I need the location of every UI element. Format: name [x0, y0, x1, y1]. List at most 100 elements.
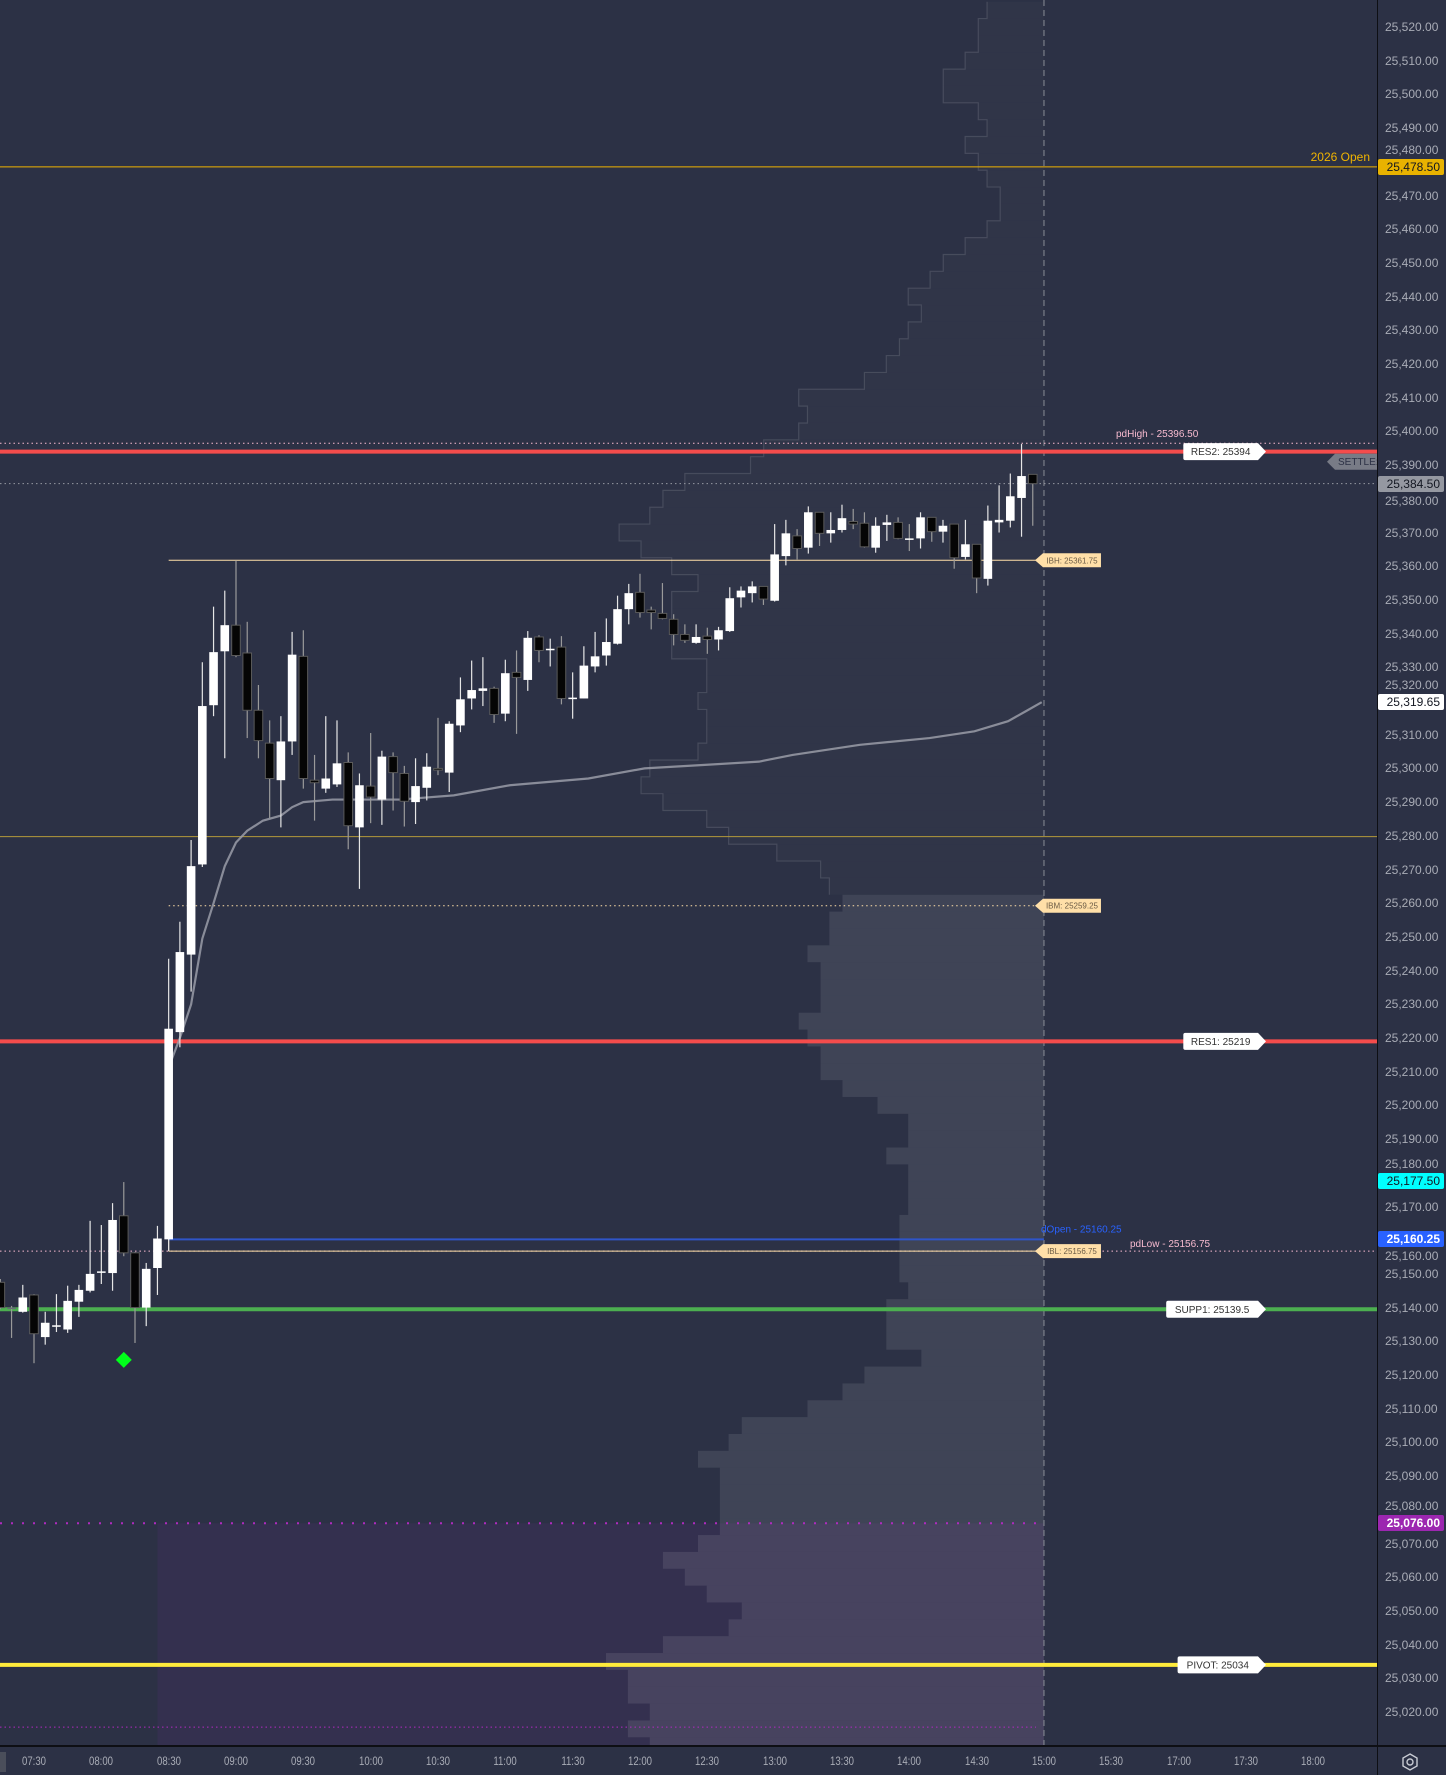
candle[interactable]: [792, 529, 802, 560]
candle[interactable]: [444, 721, 454, 792]
candle[interactable]: [725, 587, 735, 632]
candle[interactable]: [556, 636, 567, 705]
candle[interactable]: [355, 773, 364, 889]
candle[interactable]: [478, 657, 488, 707]
candle[interactable]: [949, 523, 960, 569]
candle[interactable]: [871, 517, 880, 553]
candle[interactable]: [399, 765, 410, 827]
candle[interactable]: [916, 512, 925, 549]
candle[interactable]: [264, 720, 275, 819]
gear-icon[interactable]: [1400, 1752, 1420, 1772]
candle[interactable]: [511, 650, 522, 734]
candle[interactable]: [714, 626, 723, 651]
candle[interactable]: [276, 716, 286, 828]
time-axis[interactable]: 07:30 08:00 08:30 09:00 09:30 10:00 10:30 11:00…: [0, 1745, 1446, 1775]
candle[interactable]: [85, 1220, 95, 1293]
candle[interactable]: [253, 684, 264, 759]
candle[interactable]: [130, 1251, 140, 1343]
candle[interactable]: [859, 512, 870, 548]
candle[interactable]: [882, 514, 892, 541]
candle[interactable]: [668, 614, 679, 646]
candle[interactable]: [613, 595, 622, 645]
candle[interactable]: [926, 516, 937, 542]
candle[interactable]: [97, 1225, 106, 1285]
candle[interactable]: [534, 635, 544, 663]
candle[interactable]: [52, 1294, 61, 1333]
candle[interactable]: [971, 543, 982, 594]
candle[interactable]: [186, 840, 196, 992]
candle[interactable]: [40, 1311, 50, 1345]
price-chart[interactable]: 2026 Open pdHigh - 25396.50 RES2: 25394 IBH…: [0, 0, 1377, 1745]
candle[interactable]: [29, 1294, 39, 1364]
candle[interactable]: [624, 583, 634, 625]
candle[interactable]: [747, 581, 757, 603]
candle[interactable]: [198, 662, 207, 867]
candle[interactable]: [74, 1284, 84, 1317]
candle[interactable]: [1027, 473, 1038, 526]
candle[interactable]: [545, 638, 555, 667]
candle[interactable]: [220, 590, 230, 759]
candle[interactable]: [309, 754, 320, 821]
candle[interactable]: [489, 686, 499, 723]
candle[interactable]: [938, 519, 948, 543]
candle[interactable]: [18, 1284, 28, 1313]
candle[interactable]: [422, 753, 432, 801]
candle[interactable]: [365, 733, 376, 824]
candle[interactable]: [467, 660, 476, 710]
candle[interactable]: [411, 758, 420, 825]
candle[interactable]: [905, 524, 914, 552]
candle[interactable]: [7, 1305, 16, 1338]
candle[interactable]: [983, 505, 993, 586]
candle[interactable]: [433, 717, 443, 776]
candle[interactable]: [826, 512, 836, 543]
candle[interactable]: [568, 672, 577, 719]
candle[interactable]: [501, 659, 510, 722]
candle[interactable]: [164, 958, 173, 1252]
candle[interactable]: [657, 583, 668, 620]
candle[interactable]: [209, 606, 218, 717]
candle[interactable]: [287, 631, 297, 755]
price-axis[interactable]: 25,520.00 25,510.00 25,500.00 25,490.00 25,4…: [1377, 0, 1446, 1745]
candle[interactable]: [994, 485, 1004, 533]
candle[interactable]: [63, 1285, 72, 1333]
candle[interactable]: [961, 519, 970, 560]
candle[interactable]: [298, 630, 309, 789]
candle[interactable]: [0, 1278, 6, 1310]
candle[interactable]: [814, 511, 825, 546]
candle[interactable]: [118, 1182, 129, 1257]
candle[interactable]: [377, 750, 387, 825]
candle[interactable]: [702, 627, 713, 654]
candle[interactable]: [758, 585, 769, 605]
candle[interactable]: [175, 921, 185, 1048]
candle[interactable]: [1006, 473, 1015, 528]
candle[interactable]: [388, 752, 398, 811]
candle[interactable]: [804, 506, 813, 554]
candle[interactable]: [781, 519, 791, 566]
candle[interactable]: [332, 720, 342, 787]
candle[interactable]: [523, 631, 533, 691]
candle[interactable]: [579, 646, 589, 699]
candle[interactable]: [108, 1203, 117, 1291]
candle[interactable]: [590, 631, 600, 673]
candle[interactable]: [736, 586, 746, 608]
candle[interactable]: [231, 560, 241, 658]
scroll-handle[interactable]: [0, 1752, 6, 1772]
volume-profile-bin: [799, 389, 1044, 406]
candle[interactable]: [848, 508, 859, 530]
candle[interactable]: [321, 716, 331, 793]
candle[interactable]: [343, 752, 354, 850]
candle[interactable]: [770, 524, 779, 602]
candle[interactable]: [602, 618, 611, 666]
candle[interactable]: [456, 677, 465, 733]
candle[interactable]: [837, 504, 847, 533]
candle[interactable]: [691, 624, 701, 644]
candle[interactable]: [680, 624, 690, 643]
candle[interactable]: [141, 1262, 151, 1327]
candle[interactable]: [153, 1225, 162, 1295]
candle[interactable]: [635, 573, 645, 618]
candle-body: [18, 1297, 28, 1312]
candle[interactable]: [1017, 444, 1026, 537]
candle[interactable]: [893, 517, 903, 540]
candle[interactable]: [646, 606, 657, 630]
candle[interactable]: [242, 621, 253, 739]
